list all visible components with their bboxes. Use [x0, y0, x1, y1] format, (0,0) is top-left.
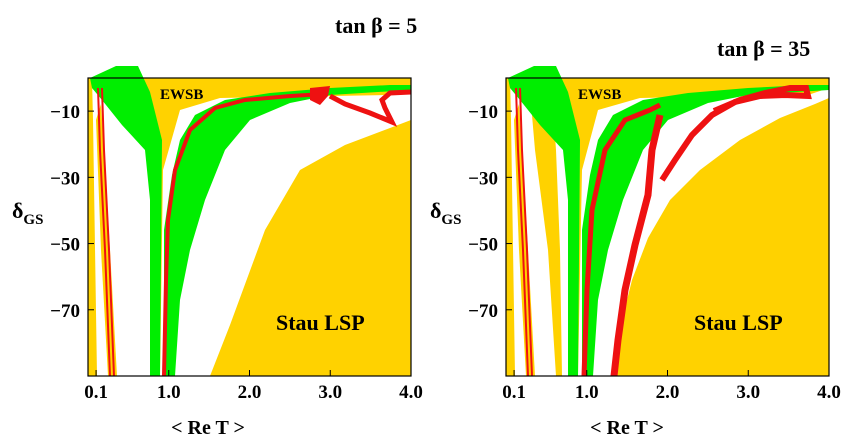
- right-ewsb-label: EWSB: [578, 87, 621, 103]
- right-xlabel: < Re T >: [590, 417, 664, 439]
- right-xtick-label: 3.0: [736, 382, 760, 403]
- right-region-red-inner: [610, 114, 664, 377]
- left-stau-lsp-label: Stau LSP: [276, 310, 365, 335]
- right-ylabel: δGS: [430, 198, 461, 228]
- left-region-green-1: [90, 66, 162, 376]
- left-xtick-label: 4.0: [399, 382, 423, 403]
- right-xtick-label: 4.0: [817, 382, 841, 403]
- left-ytick-label: −50: [50, 235, 80, 256]
- left-region-red-blob: [310, 86, 330, 105]
- left-ytick-label: −10: [50, 102, 80, 123]
- right-title: tan β = 35: [717, 36, 810, 61]
- right-panel: tan β = 35 EWSB Stau LSP δGS < Re T > 0.…: [430, 36, 841, 439]
- right-region-left-edge: [506, 78, 515, 376]
- left-xtick-label: 0.1: [84, 382, 108, 403]
- right-region-red-left: [515, 87, 533, 377]
- left-ytick-label: −70: [50, 301, 80, 322]
- right-xtick-label: 2.0: [656, 382, 680, 403]
- left-xtick-label: 2.0: [238, 382, 262, 403]
- left-region-red-left: [97, 87, 115, 377]
- right-region-stau-lsp: [614, 98, 829, 376]
- right-stau-lsp-label: Stau LSP: [694, 310, 783, 335]
- left-region-red-main: [162, 92, 326, 377]
- right-region-green-1: [508, 66, 580, 376]
- right-ytick-label: −50: [468, 235, 498, 256]
- left-xtick-label: 1.0: [157, 382, 181, 403]
- right-region-red-main: [581, 102, 662, 377]
- left-ylabel: δGS: [12, 198, 43, 228]
- left-xlabel: < Re T >: [171, 417, 245, 439]
- left-axis-ticks: 0.1 1.0 2.0 3.0 4.0 −10 −30 −50 −70: [50, 102, 423, 403]
- right-ytick-label: −70: [468, 301, 498, 322]
- right-region-left-middle: [530, 92, 562, 376]
- right-ytick-label: −10: [468, 102, 498, 123]
- left-region-left-edge: [88, 78, 97, 376]
- left-region-stau-lsp: [210, 120, 411, 376]
- right-xtick-label: 1.0: [575, 382, 599, 403]
- left-region-red-loop: [328, 89, 412, 127]
- right-region-red-upper: [659, 85, 812, 182]
- left-xtick-label: 3.0: [318, 382, 342, 403]
- left-ewsb-label: EWSB: [160, 87, 203, 103]
- right-axis-ticks: 0.1 1.0 2.0 3.0 4.0 −10 −30 −50 −70: [468, 102, 841, 403]
- left-ytick-label: −30: [50, 168, 80, 189]
- right-ytick-label: −30: [468, 168, 498, 189]
- left-panel: tan β = 5 EWSB Stau LSP δGS < Re T > 0.1…: [12, 13, 423, 439]
- left-title: tan β = 5: [335, 13, 417, 38]
- right-xtick-label: 0.1: [502, 382, 526, 403]
